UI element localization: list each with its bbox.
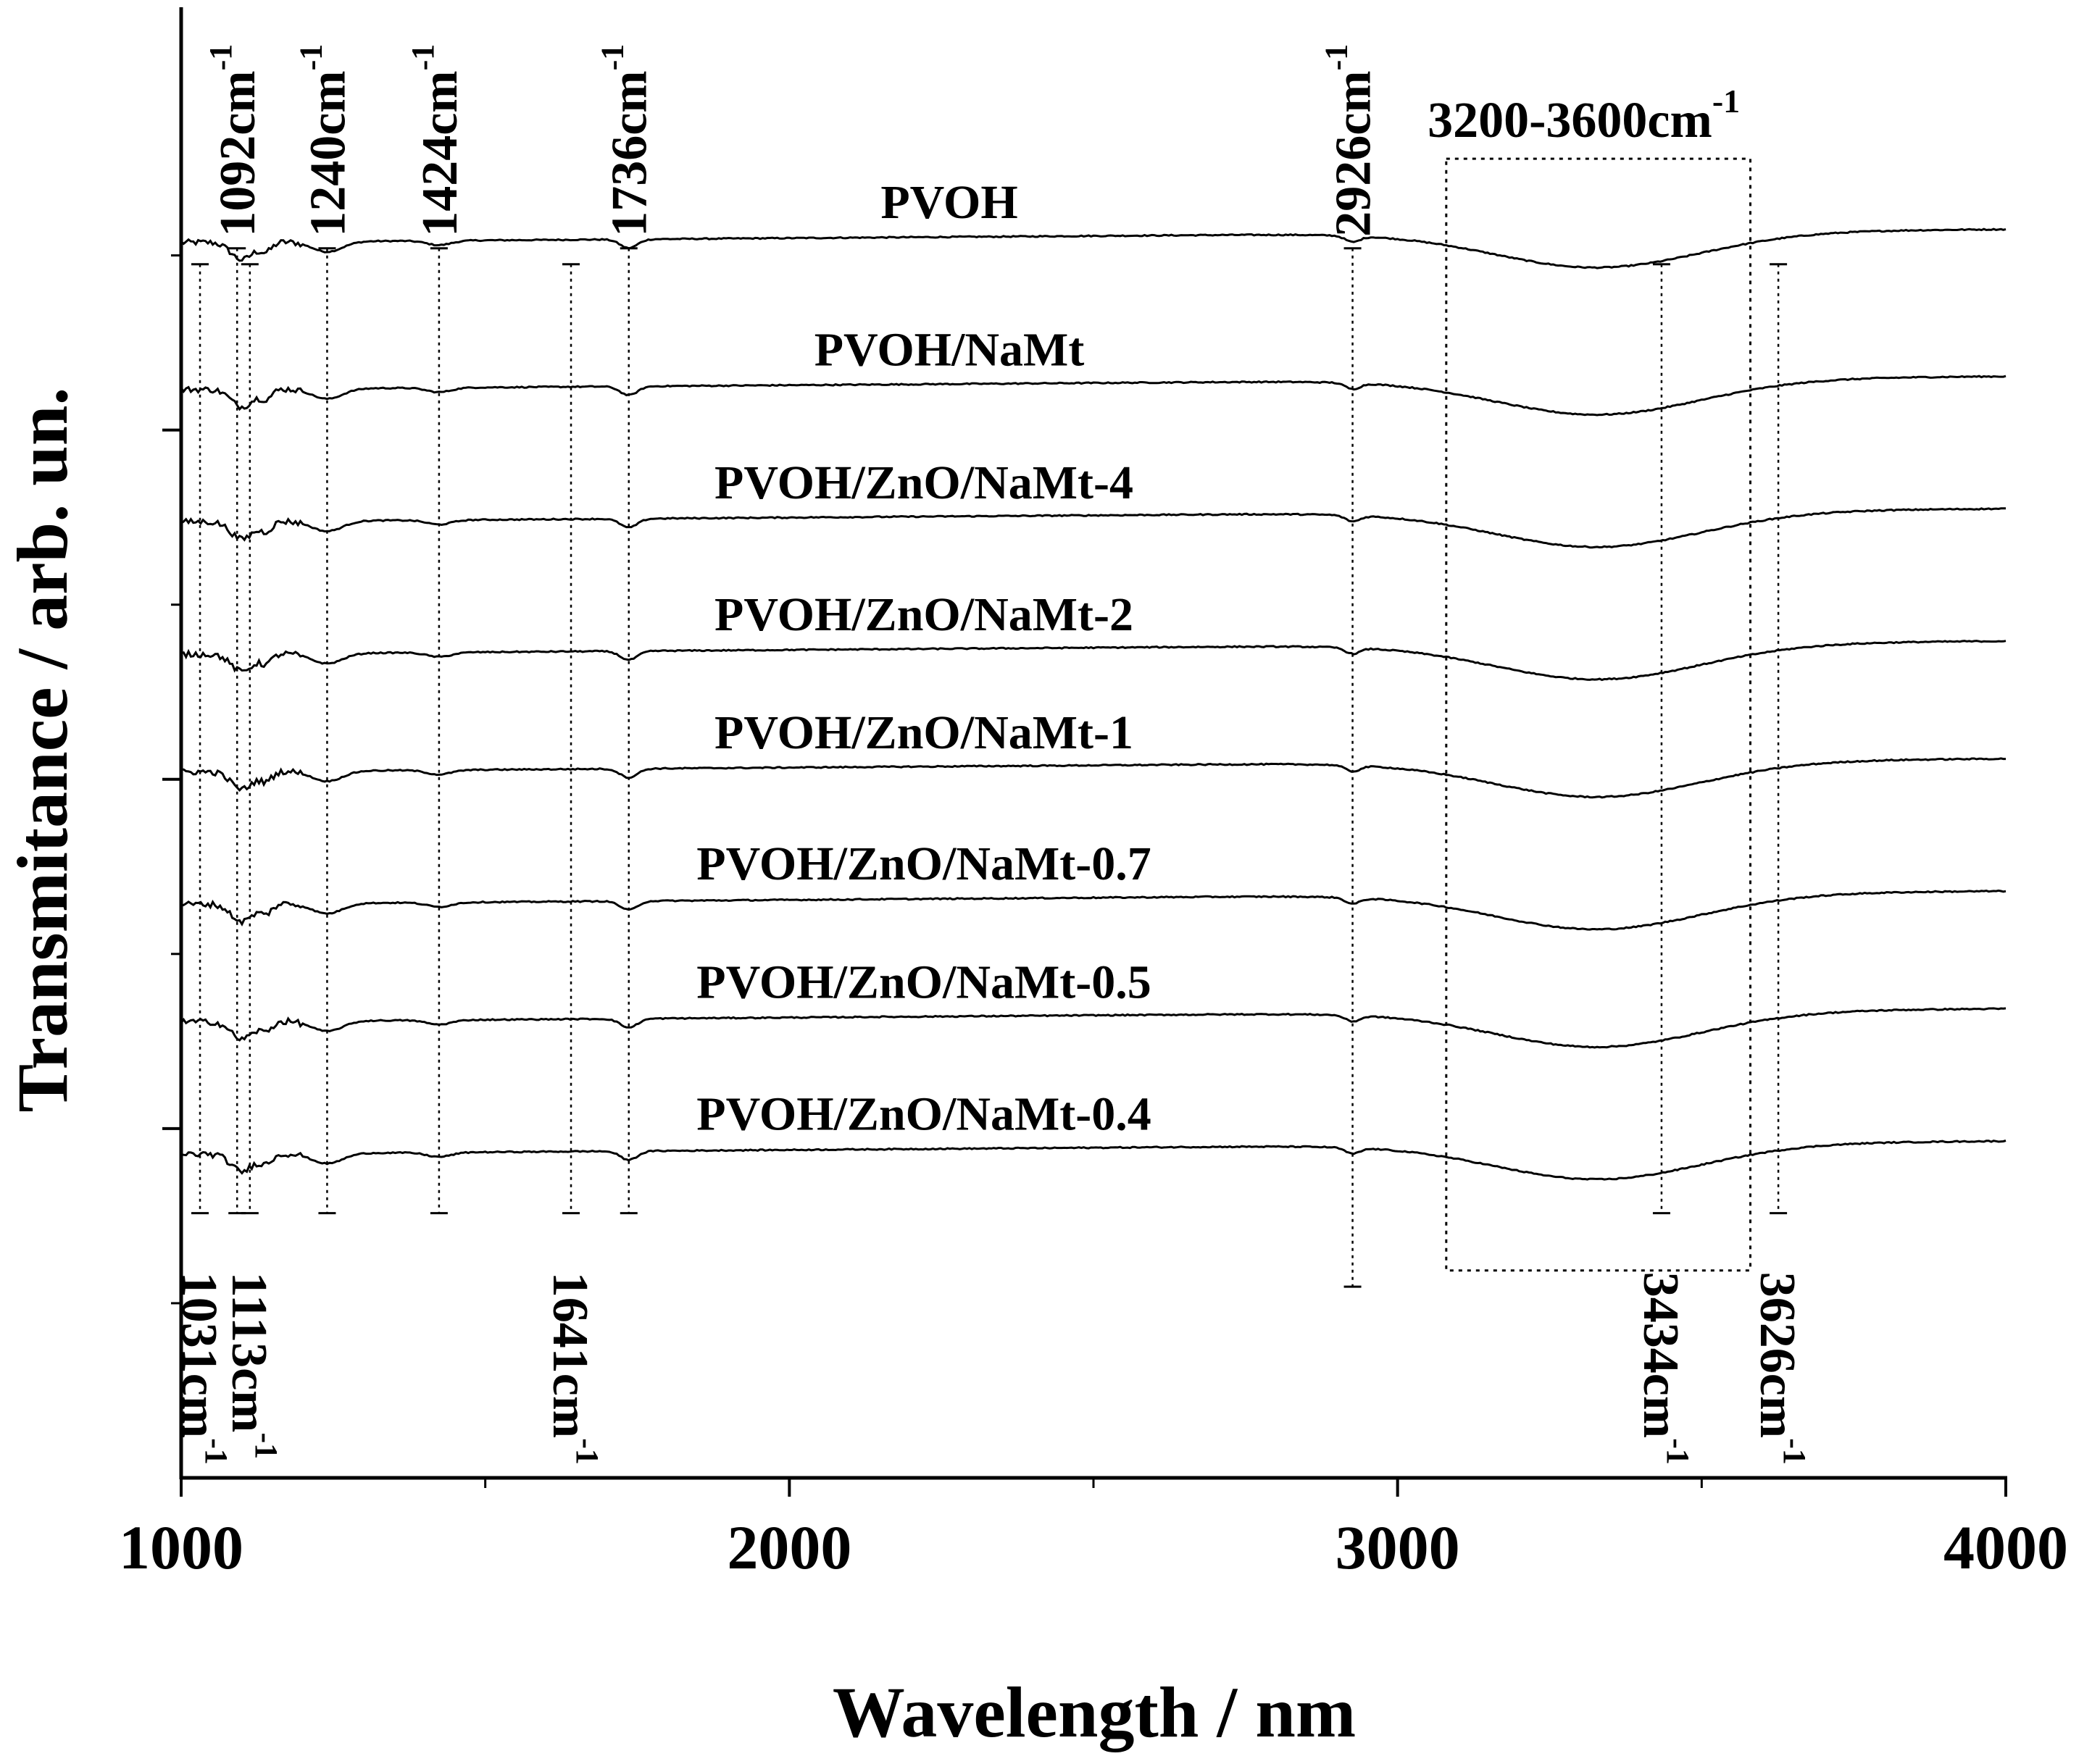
annotation-label: 1736cm-1 xyxy=(595,44,658,237)
annotation-label-superscript: -1 xyxy=(405,44,441,71)
annotation-label: 1031cm-1 xyxy=(171,1272,234,1465)
series-label: PVOH/ZnO/NaMt-0.5 xyxy=(696,956,1151,1009)
region-box-3200-3600 xyxy=(1445,157,1751,1272)
x-tick-label: 2000 xyxy=(727,1513,851,1582)
series-line xyxy=(180,889,2007,931)
series-label: PVOH/NaMt xyxy=(814,324,1085,377)
x-tick-label: 4000 xyxy=(1943,1513,2068,1582)
annotation-label-superscript: -1 xyxy=(1660,1438,1696,1465)
x-tick-label: 1000 xyxy=(119,1513,243,1582)
annotation-label-superscript: -1 xyxy=(293,44,328,71)
series-line xyxy=(180,507,2006,549)
annotation-label-number: 3626cm xyxy=(1749,1272,1805,1438)
series-line xyxy=(180,640,2007,682)
x-ticks: 1000 2000 3000 4000 xyxy=(119,1478,2068,1582)
spectra-lines xyxy=(180,227,2007,1181)
series-line xyxy=(180,227,2007,269)
annotation-label-superscript: -1 xyxy=(570,1438,605,1465)
annotation-label: 1641cm-1 xyxy=(542,1272,605,1465)
annotation-label-number: 2926cm xyxy=(1326,70,1382,236)
x-axis-title: Wavelength / nm xyxy=(833,1672,1356,1752)
annotation-label-superscript: -1 xyxy=(595,44,630,71)
annotation-label-number: 1424cm xyxy=(412,70,468,236)
annotation-label-superscript: -1 xyxy=(249,1432,284,1459)
annotation-label: 1113cm-1 xyxy=(221,1272,284,1459)
annotation-label: 1092cm-1 xyxy=(203,44,266,237)
region-label-superscript: -1 xyxy=(1712,83,1740,120)
y-axis-title: Transmitance / arb. un. xyxy=(2,388,83,1113)
series-line xyxy=(180,375,2007,417)
annotation-label: 1240cm-1 xyxy=(293,44,356,237)
series-label: PVOH/ZnO/NaMt-4 xyxy=(714,456,1133,509)
annotation-label-superscript: -1 xyxy=(203,44,238,71)
series-label: PVOH xyxy=(880,176,1017,229)
series-label: PVOH/ZnO/NaMt-0.4 xyxy=(696,1088,1151,1141)
annotation-label: 3626cm-1 xyxy=(1749,1272,1812,1465)
y-ticks xyxy=(162,254,181,1305)
annotation-label: 1424cm-1 xyxy=(405,44,468,237)
annotation-label-superscript: -1 xyxy=(199,1438,234,1465)
annotation-label: 3434cm-1 xyxy=(1633,1272,1696,1465)
annotation-label-number: 1641cm xyxy=(542,1272,598,1438)
series-line xyxy=(180,1140,2007,1181)
series-label: PVOH/ZnO/NaMt-2 xyxy=(714,588,1133,641)
annotation-label-number: 1240cm xyxy=(300,70,356,236)
series-line xyxy=(180,1007,2007,1049)
series-labels: PVOH PVOH/NaMt PVOH/ZnO/NaMt-4 PVOH/ZnO/NaM… xyxy=(696,176,1151,1140)
annotation-label-superscript: -1 xyxy=(1319,44,1354,71)
x-tick-label: 3000 xyxy=(1336,1513,1460,1582)
annotation-guides xyxy=(191,247,1788,1288)
annotation-label-superscript: -1 xyxy=(1777,1438,1812,1465)
region-label-number: 3200-3600cm xyxy=(1428,93,1712,149)
annotation-label-number: 1031cm xyxy=(171,1272,227,1438)
annotation-labels: 1092cm-11240cm-11424cm-11736cm-12926cm-1… xyxy=(171,44,1812,1465)
region-label: 3200-3600cm-1 xyxy=(1428,83,1740,149)
series-label: PVOH/ZnO/NaMt-0.7 xyxy=(696,837,1151,890)
series-label: PVOH/ZnO/NaMt-1 xyxy=(714,706,1133,759)
annotation-label: 2926cm-1 xyxy=(1319,44,1382,237)
annotation-label-number: 1736cm xyxy=(602,70,658,236)
annotation-label-number: 1092cm xyxy=(210,70,266,236)
annotation-label-number: 3434cm xyxy=(1633,1272,1688,1438)
annotation-label-number: 1113cm xyxy=(221,1272,277,1433)
series-line xyxy=(180,757,2006,799)
